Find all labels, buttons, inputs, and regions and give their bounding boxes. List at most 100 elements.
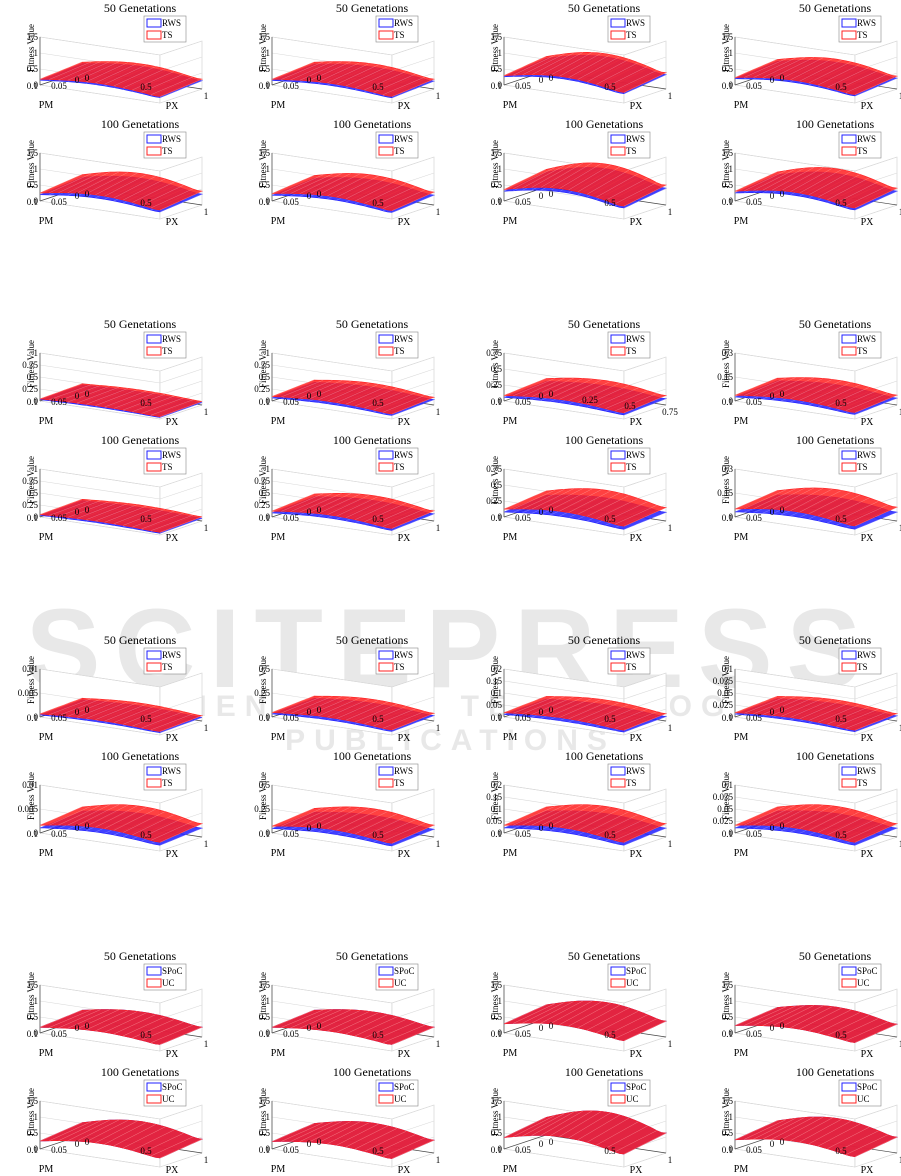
mesh-line — [345, 385, 388, 405]
legend-box — [375, 331, 419, 359]
mesh-line — [762, 167, 805, 191]
mesh-line — [854, 187, 898, 209]
mesh-line — [132, 1129, 175, 1151]
mesh-line — [327, 494, 370, 515]
px-tick-label: 1 — [668, 91, 673, 101]
mesh-line — [577, 702, 620, 721]
y-tick-label: 0 — [498, 1028, 503, 1038]
px-tick-label: 0.5 — [372, 1146, 384, 1156]
pm-tick-label: 0 — [770, 823, 775, 833]
mesh-line — [753, 168, 796, 191]
surface-patch — [39, 804, 204, 843]
grid-line — [503, 1148, 667, 1168]
mesh-line — [86, 62, 129, 83]
grid-line — [734, 680, 898, 700]
y-tick-label: 1.5 — [722, 980, 734, 990]
pm-tick-label: 0 — [307, 707, 312, 717]
grid-line — [734, 84, 898, 104]
mesh-line — [150, 399, 193, 416]
mesh-line — [308, 806, 352, 828]
mesh-line — [382, 189, 425, 209]
legend-box — [143, 131, 187, 159]
px-tick-label: 1 — [436, 839, 441, 849]
mesh-line — [522, 696, 565, 715]
mesh-line — [854, 511, 898, 530]
y-tick-label: 1.5 — [722, 148, 734, 158]
surface-uc — [39, 1119, 204, 1159]
px-axis-title: PX — [630, 849, 644, 860]
pm-tick-label: 0 — [539, 75, 544, 85]
mesh-line — [391, 80, 435, 99]
surface-patch — [734, 1116, 899, 1158]
legend-label-a: RWS — [394, 134, 413, 144]
y-tick-label: 1 — [498, 164, 503, 174]
px-tick-label: 1 — [899, 407, 901, 417]
subplot-title: 100 Genetations — [796, 433, 875, 447]
mesh-line — [104, 1122, 147, 1145]
mesh-line — [345, 811, 388, 833]
subplot-title: 50 Genetations — [336, 1, 409, 15]
mesh-line — [623, 1132, 667, 1155]
mesh-line — [799, 1007, 842, 1030]
px-tick-label: 1 — [668, 207, 673, 217]
mesh-line — [354, 180, 398, 202]
px-tick-label: 0.5 — [140, 1030, 152, 1040]
legend-label-a: SPoC — [162, 966, 183, 976]
mesh-line — [568, 806, 611, 829]
px-tick-label: 0 — [780, 1021, 785, 1031]
y-tick-label: 0.75 — [254, 360, 270, 370]
y-tick-label: 0.25 — [254, 500, 270, 510]
y-tick-label: 0.5 — [259, 1128, 271, 1138]
grid-line — [734, 784, 898, 804]
surface-patch — [734, 696, 899, 731]
px-axis-title: PX — [166, 101, 180, 112]
mesh-line — [308, 173, 352, 195]
mesh-line — [836, 708, 879, 727]
grid-line — [503, 468, 667, 488]
px-axis-title: PX — [166, 849, 180, 860]
surface-ts — [271, 492, 436, 529]
subplot: 0 0.5 1 1.5 100 Genetations RWS TS Fitness Valu… — [26, 117, 208, 228]
mesh-line — [336, 1123, 379, 1146]
mesh-line — [836, 1018, 879, 1039]
px-tick-label: 0.5 — [372, 830, 384, 840]
mesh-line — [271, 175, 315, 194]
subplot-title: 100 Genetations — [101, 117, 180, 131]
mesh-line — [781, 57, 824, 80]
y-tick-label: 1.5 — [259, 32, 271, 42]
y-tick-label: 1 — [34, 164, 39, 174]
mesh-line — [39, 806, 83, 826]
px-tick-label: 0.5 — [140, 714, 152, 724]
px-tick-label: 0 — [549, 73, 554, 83]
mesh-line — [531, 1001, 574, 1024]
mesh-line — [95, 1120, 138, 1144]
y-tick-label: 0 — [266, 80, 271, 90]
legend: RWS TS — [375, 131, 419, 159]
subplot: 0 0.5 1 1.5 50 Genetations RWS TS Fitness Value… — [26, 1, 208, 112]
mesh-line — [503, 1004, 547, 1025]
mesh-line — [76, 700, 119, 718]
mesh-line — [86, 804, 129, 827]
mesh-line — [391, 397, 435, 415]
y-axis-title: Fitness Value — [258, 772, 268, 820]
legend-label-b: TS — [626, 346, 637, 356]
mesh-line — [854, 1023, 898, 1043]
pm-tick-label: 0 — [75, 707, 80, 717]
y-tick-label: 0.5 — [259, 1012, 271, 1022]
mesh-line — [364, 1130, 407, 1152]
y-tick-label: 0.5 — [491, 1012, 503, 1022]
y-tick-label: 0.15 — [717, 372, 733, 382]
mesh-line — [845, 73, 888, 93]
pm-axis-title: PM — [734, 216, 749, 227]
pm-tick-label: 0.1 — [722, 513, 733, 523]
subplot-title: 100 Genetations — [565, 1065, 644, 1079]
y-tick-label: 0.5 — [722, 1012, 734, 1022]
legend: RWS TS — [143, 447, 187, 475]
legend-swatch-b — [146, 778, 162, 788]
mesh-line — [623, 72, 667, 93]
px-axis-title: PX — [630, 417, 644, 428]
mesh-line — [67, 699, 110, 717]
px-tick-label: 1 — [899, 523, 901, 533]
legend: RWS TS — [143, 763, 187, 791]
legend-box — [143, 447, 187, 475]
